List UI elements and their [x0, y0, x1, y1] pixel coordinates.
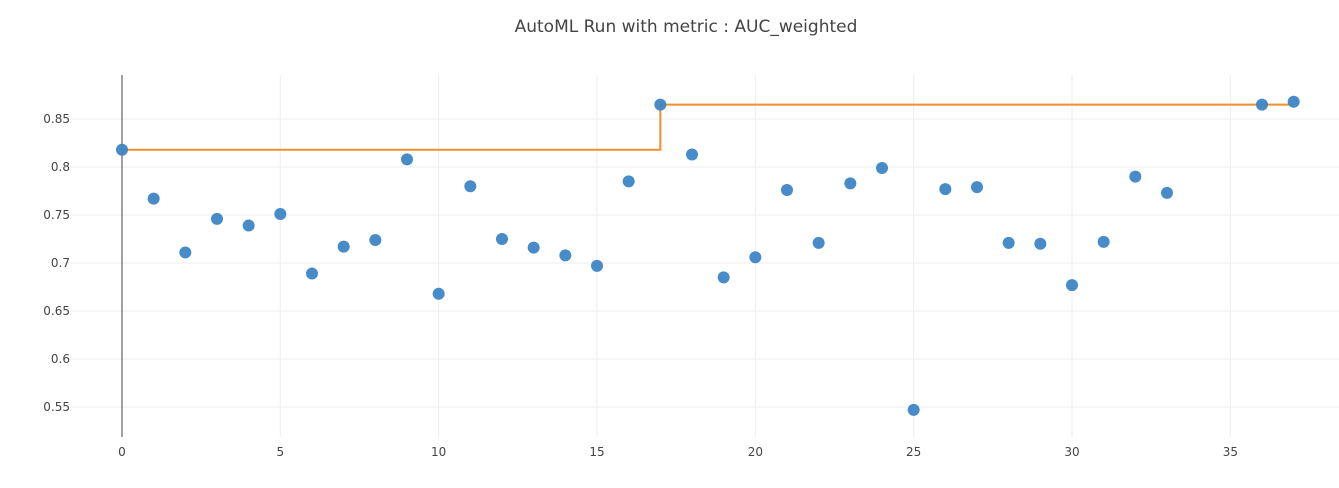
- run-point[interactable]: [812, 236, 825, 249]
- y-tick-label: 0.7: [51, 256, 70, 270]
- run-point[interactable]: [464, 180, 477, 193]
- x-tick-label: 30: [1064, 445, 1079, 459]
- y-tick-label: 0.65: [43, 304, 70, 318]
- run-point[interactable]: [939, 183, 952, 196]
- run-point[interactable]: [1129, 170, 1142, 183]
- run-point[interactable]: [717, 271, 730, 284]
- run-point[interactable]: [116, 143, 128, 156]
- run-point[interactable]: [1034, 237, 1047, 250]
- y-tick-label: 0.55: [43, 400, 70, 414]
- run-point[interactable]: [844, 177, 857, 190]
- run-point[interactable]: [686, 148, 698, 161]
- run-point[interactable]: [907, 403, 920, 416]
- run-point[interactable]: [654, 98, 667, 111]
- run-point[interactable]: [274, 208, 287, 221]
- run-point[interactable]: [306, 267, 318, 280]
- run-point[interactable]: [1287, 95, 1300, 108]
- y-tick-label: 0.8: [51, 160, 70, 174]
- grid-layer: [59, 75, 1339, 437]
- run-point[interactable]: [147, 192, 160, 205]
- best-run-step-line: [122, 103, 1294, 151]
- line-layer: [122, 103, 1294, 151]
- y-tick-label: 0.6: [51, 352, 70, 366]
- x-tick-label: 35: [1223, 445, 1238, 459]
- run-point[interactable]: [781, 184, 793, 197]
- x-tick-label: 5: [277, 445, 285, 459]
- run-point[interactable]: [1002, 236, 1015, 249]
- run-point[interactable]: [496, 233, 508, 245]
- run-point[interactable]: [622, 175, 635, 188]
- x-tick-label: 0: [118, 445, 126, 459]
- run-point[interactable]: [1066, 279, 1078, 292]
- x-tick-label: 10: [431, 445, 446, 459]
- y-tick-label: 0.85: [43, 112, 70, 126]
- run-point[interactable]: [749, 251, 762, 264]
- run-point[interactable]: [527, 241, 540, 254]
- x-tick-label: 25: [906, 445, 921, 459]
- x-tick-label: 20: [748, 445, 763, 459]
- run-point[interactable]: [432, 287, 445, 300]
- x-tick-label: 15: [589, 445, 604, 459]
- run-point[interactable]: [369, 233, 382, 246]
- run-point[interactable]: [559, 249, 572, 262]
- point-layer: [116, 95, 1300, 416]
- run-point[interactable]: [971, 181, 983, 194]
- run-point[interactable]: [211, 212, 223, 225]
- run-point[interactable]: [337, 240, 350, 253]
- chart-title: AutoML Run with metric : AUC_weighted: [515, 17, 858, 37]
- run-point[interactable]: [242, 219, 255, 232]
- run-point[interactable]: [401, 153, 413, 166]
- run-point[interactable]: [591, 259, 603, 272]
- run-point[interactable]: [1256, 98, 1268, 111]
- run-point[interactable]: [1161, 186, 1173, 199]
- axis-layer: 0 5 10 15 20 25 30 35 0.55 0.6 0.65 0.7 0.75 0.8 0.85: [43, 75, 1238, 459]
- y-tick-label: 0.75: [43, 208, 70, 222]
- run-point[interactable]: [1097, 235, 1110, 248]
- run-point[interactable]: [876, 161, 888, 174]
- run-point[interactable]: [179, 246, 192, 259]
